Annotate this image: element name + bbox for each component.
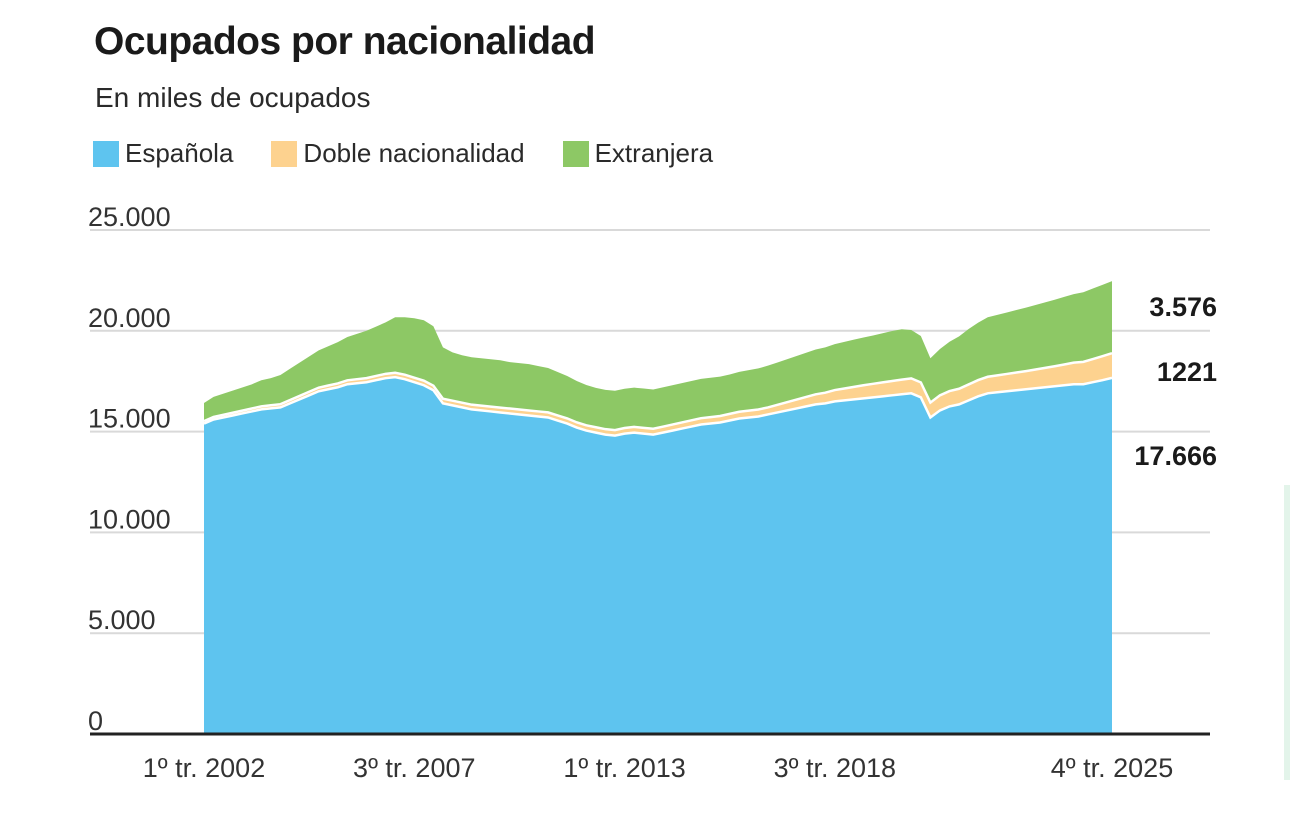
y-tick-label: 0 [88,706,103,736]
edge-decoration [1284,485,1290,780]
end-value-label: 1221 [1157,357,1217,387]
legend-label-espanola: Española [125,138,234,168]
legend-swatch-espanola [93,140,119,167]
y-tick-label: 20.000 [88,303,171,333]
legend-item-espanola: Española [93,138,233,169]
legend-swatch-extranjera [562,140,589,167]
chart-title: Ocupados por nacionalidad [94,20,596,63]
series-separator-line [203,375,1113,437]
area-española [204,377,1112,734]
x-tick-label: 1º tr. 2013 [563,753,685,783]
legend-item-doble: Doble nacionalidad [271,138,525,169]
end-value-label: 17.666 [1134,441,1217,471]
y-tick-label: 10.000 [88,504,171,534]
legend: Española Doble nacionalidad Extranjera [93,138,751,169]
x-tick-label: 4º tr. 2025 [1051,753,1173,783]
x-tick-label: 3º tr. 2007 [353,753,475,783]
legend-label-doble: Doble nacionalidad [303,138,525,168]
series-separator-line [203,352,1113,432]
chart-subtitle: En miles de ocupados [95,82,371,113]
legend-item-extranjera: Extranjera [562,138,714,169]
area-extranjera [204,281,1112,431]
x-tick-label: 1º tr. 2002 [143,753,265,783]
x-tick-label: 3º tr. 2018 [774,753,896,783]
y-tick-label: 15.000 [88,404,171,434]
end-value-label: 3.576 [1149,292,1217,322]
y-tick-label: 5.000 [88,605,156,635]
legend-label-extranjera: Extranjera [594,138,714,168]
legend-swatch-doble [271,140,298,167]
y-tick-label: 25.000 [88,202,171,232]
